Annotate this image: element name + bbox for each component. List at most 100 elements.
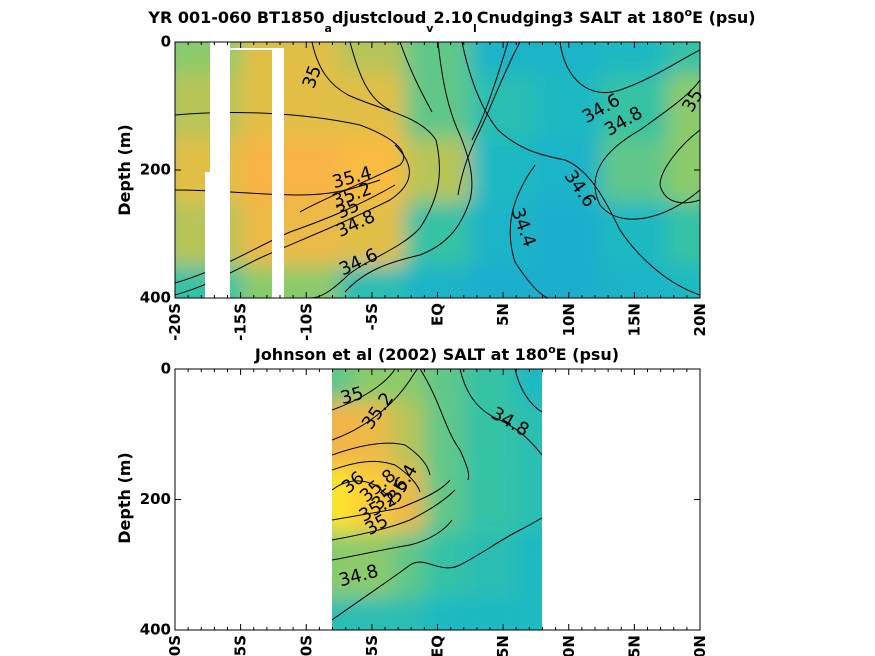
x-tick-label: 10N	[560, 303, 578, 336]
contour-line	[514, 369, 542, 413]
x-tick-label: 5N	[494, 635, 512, 656]
field-cell	[667, 138, 700, 202]
field-cell	[332, 369, 353, 402]
contour-lines	[332, 369, 542, 621]
x-tick-label: 5N	[494, 303, 512, 326]
axes: -20S -15S -10S -5S EQ 5N 10N 15N 20N 0 200 400	[140, 33, 709, 341]
contour-line	[309, 42, 440, 298]
contour-line	[461, 42, 700, 296]
field-cell	[601, 202, 668, 266]
field-cell	[339, 74, 405, 138]
x-tick-label: -10S	[297, 303, 315, 341]
field-cell	[470, 202, 536, 266]
y-axis-label: Depth (m)	[115, 124, 134, 216]
contour-line	[332, 517, 542, 621]
field-cell	[424, 532, 464, 598]
field-cell	[424, 401, 464, 467]
y-axis-label: Depth (m)	[115, 452, 134, 544]
y-tick-label: 400	[140, 621, 171, 639]
x-tick-label: -20S	[166, 635, 184, 656]
field-cell	[404, 42, 471, 74]
contour-line	[332, 460, 421, 493]
field-cell	[667, 202, 700, 266]
field-cell	[535, 74, 602, 138]
chart-title: YR 001-060 BT1850adjustcloudv2.10lCnudgi…	[147, 6, 755, 35]
field-cell	[516, 597, 542, 630]
mask-rect	[210, 42, 230, 298]
field-cell	[424, 597, 464, 630]
field-cell	[463, 532, 517, 598]
contour-line	[332, 519, 453, 561]
field-cell	[352, 401, 392, 467]
x-tick-label: -5S	[363, 303, 381, 330]
contour-line	[332, 369, 419, 441]
field-cell	[424, 369, 464, 402]
field-cell	[535, 202, 602, 266]
field-cell	[470, 42, 536, 74]
field-cell	[332, 466, 353, 533]
x-tick-label: EQ	[429, 635, 447, 656]
field-cell	[240, 42, 339, 74]
field-cell	[535, 138, 602, 202]
field-cell	[601, 42, 668, 74]
x-tick-label: 15N	[625, 635, 643, 656]
contour-line	[419, 369, 470, 481]
x-tick-label: -15S	[232, 635, 250, 656]
contour-line	[332, 479, 451, 521]
mask-rect	[205, 172, 210, 298]
field-cell	[352, 466, 392, 533]
field-cell	[516, 532, 542, 598]
field-cell	[535, 42, 602, 74]
bottom-chart: Johnson et al (2002) SALT at 180oE (psu)…	[115, 343, 709, 656]
field-cell	[339, 42, 405, 74]
field-cell	[240, 74, 339, 138]
contour-line	[559, 42, 700, 94]
y-tick-label: 200	[140, 490, 171, 508]
contour-line	[332, 480, 396, 506]
x-tick-label: -10S	[297, 635, 315, 656]
field-cell	[667, 42, 700, 74]
x-tick-label: 15N	[625, 303, 643, 336]
x-tick-label: -5S	[363, 635, 381, 656]
contour-line	[344, 42, 473, 293]
field-cell	[516, 466, 542, 533]
field-cell	[470, 74, 536, 138]
y-tick-label: 0	[161, 33, 171, 51]
x-tick-label: -15S	[232, 303, 250, 341]
contour-line	[459, 369, 542, 456]
field-cell	[516, 401, 542, 467]
y-tick-label: 0	[161, 360, 171, 378]
x-tick-label: EQ	[429, 303, 447, 326]
contour-line	[471, 42, 509, 141]
field-cell	[352, 532, 392, 598]
contour-line	[659, 129, 700, 204]
mask-rect	[222, 48, 272, 50]
field-cell	[391, 597, 425, 630]
field-cell	[332, 597, 353, 630]
field-cell	[240, 138, 339, 202]
contour-line	[457, 42, 521, 196]
contour-line	[399, 42, 433, 113]
field-cell	[463, 401, 517, 467]
contour-line	[175, 112, 405, 213]
field-cell	[463, 466, 517, 533]
x-tick-label: 20N	[691, 303, 709, 336]
contour-line	[594, 79, 700, 220]
field-cell	[404, 74, 471, 138]
contour-line	[332, 442, 431, 476]
axes: -20S -15S -10S -5S EQ 5N 10N 15N 20N 0 200 400	[140, 360, 709, 656]
mask-rect	[272, 48, 284, 298]
field-cell	[240, 202, 339, 266]
field-cell	[339, 138, 405, 202]
field-cell	[463, 369, 517, 402]
y-tick-label: 400	[140, 289, 171, 307]
field-cell	[404, 202, 471, 266]
x-tick-label: 10N	[560, 635, 578, 656]
field-cell	[240, 266, 339, 298]
field-cell	[470, 138, 536, 202]
x-tick-label: -20S	[166, 303, 184, 341]
field-cell	[339, 202, 405, 266]
field-cell	[601, 138, 668, 202]
contour-line	[332, 369, 396, 411]
